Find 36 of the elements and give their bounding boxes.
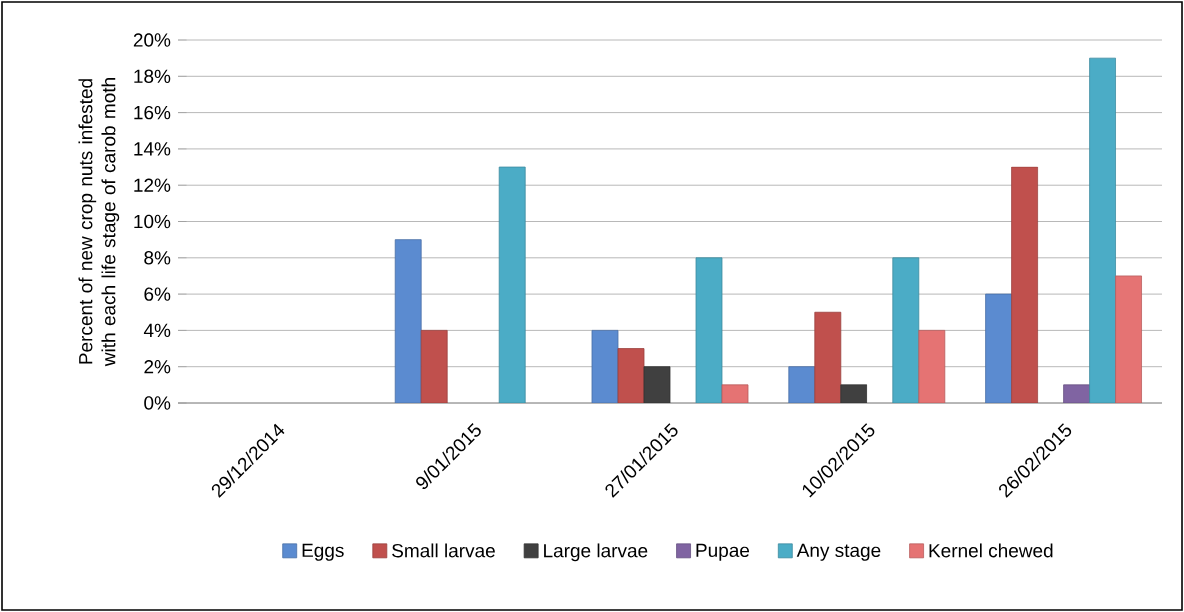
bar: [918, 330, 946, 403]
bar: [1063, 384, 1090, 403]
y-tick-label: 18%: [134, 69, 171, 84]
legend-label: Pupae: [696, 543, 750, 561]
y-tick-label: 20%: [133, 33, 171, 47]
y-tick-label: 16%: [134, 105, 171, 120]
y-axis-title: Percent of new crop nuts infested with each life stage of carob moth: [78, 78, 120, 367]
bar: [420, 330, 448, 403]
bar: [892, 257, 920, 403]
bar: [591, 330, 619, 403]
bar: [1115, 275, 1142, 403]
y-tick-label: 14%: [134, 142, 171, 156]
bar: [643, 366, 671, 403]
bar: [695, 257, 723, 403]
bar: [788, 366, 816, 403]
bar: [617, 348, 645, 403]
y-tick-label: 6%: [144, 287, 171, 301]
legend-label: Large larvae: [544, 543, 648, 562]
bar: [840, 384, 868, 403]
bar: [1011, 166, 1038, 403]
bar: [721, 384, 749, 403]
y-tick-label: 8%: [144, 251, 171, 265]
legend-label: Kernel chewed: [929, 543, 1053, 558]
bar: [985, 293, 1012, 403]
bar: [394, 239, 422, 403]
y-tick-label: 4%: [143, 323, 171, 338]
bar: [1089, 57, 1116, 403]
bar: [814, 311, 842, 403]
bar: [498, 166, 526, 403]
legend-label: Small larvae: [392, 543, 495, 558]
y-tick-label: 12%: [134, 178, 171, 192]
legend-label: Any stage: [796, 543, 881, 561]
y-tick-label: 0%: [144, 396, 171, 410]
legend-label: Eggs: [302, 543, 344, 561]
y-tick-label: 10%: [134, 214, 171, 229]
y-tick-label: 2%: [144, 360, 171, 374]
